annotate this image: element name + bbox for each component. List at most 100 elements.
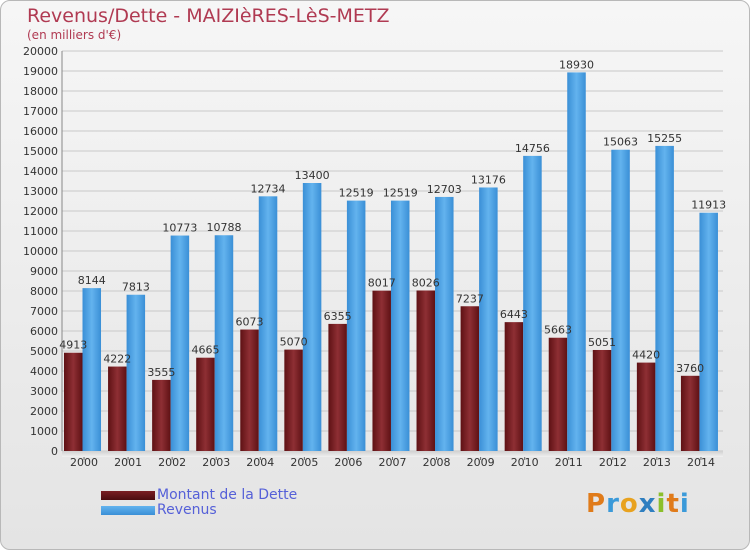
x-tick-label: 2014 <box>687 456 715 469</box>
revenue-value-label: 13400 <box>295 169 330 182</box>
x-tick-label: 2002 <box>158 456 186 469</box>
y-tick-label: 11000 <box>23 225 58 238</box>
bar-revenue-2000 <box>82 288 102 451</box>
x-tick-label: 2013 <box>643 456 671 469</box>
revenue-value-label: 10788 <box>206 221 241 234</box>
logo-letter: r <box>606 489 620 519</box>
bar-revenue-2007 <box>390 200 410 451</box>
y-tick-label: 6000 <box>30 325 58 338</box>
bar-debt-2009 <box>460 306 480 451</box>
legend-item-debt: Montant de la Dette <box>101 487 297 503</box>
x-axis-base <box>62 451 723 457</box>
debt-value-label: 8026 <box>412 276 440 289</box>
bar-debt-2006 <box>328 323 347 451</box>
x-tick-label: 2011 <box>555 456 583 469</box>
debt-value-label: 4665 <box>191 344 219 357</box>
x-tick-label: 2010 <box>511 456 539 469</box>
revenue-value-label: 12703 <box>427 183 462 196</box>
legend-swatch-debt <box>101 490 155 500</box>
logo-letter: t <box>666 489 680 519</box>
logo-letter: x <box>638 489 657 519</box>
y-tick-label: 2000 <box>30 405 58 418</box>
logo-letter: o <box>619 489 639 519</box>
y-tick-label: 12000 <box>23 205 58 218</box>
y-tick-label: 5000 <box>30 345 58 358</box>
bar-debt-2001 <box>108 366 127 451</box>
bar-debt-2000 <box>64 352 83 451</box>
proxiti-logo: Proxiti <box>586 489 690 519</box>
y-tick-label: 13000 <box>23 185 58 198</box>
bar-debt-2005 <box>284 349 303 451</box>
debt-value-label: 5070 <box>280 336 308 349</box>
x-tick-label: 2000 <box>70 456 98 469</box>
bar-debt-2012 <box>592 349 612 451</box>
revenue-value-label: 10773 <box>162 222 197 235</box>
revenue-value-label: 14756 <box>515 142 550 155</box>
x-tick-label: 2009 <box>467 456 495 469</box>
bar-revenue-2013 <box>655 145 674 451</box>
debt-value-label: 4420 <box>632 349 660 362</box>
y-tick-label: 7000 <box>30 305 58 318</box>
y-tick-label: 17000 <box>23 105 58 118</box>
revenue-value-label: 18930 <box>559 58 594 71</box>
bar-debt-2010 <box>504 322 524 451</box>
revenue-value-label: 15255 <box>647 132 682 145</box>
x-tick-label: 2012 <box>599 456 627 469</box>
y-tick-label: 4000 <box>30 365 58 378</box>
revenue-value-label: 8144 <box>78 274 106 287</box>
bar-revenue-2001 <box>126 294 146 451</box>
chart-title: Revenus/Dette - MAIZIèRES-LèS-METZ <box>27 5 390 27</box>
revenue-value-label: 12519 <box>339 187 374 200</box>
x-tick-label: 2008 <box>423 456 451 469</box>
y-tick-label: 16000 <box>23 125 58 138</box>
x-tick-label: 2001 <box>114 456 142 469</box>
logo-letter: i <box>656 489 667 519</box>
y-tick-label: 8000 <box>30 285 58 298</box>
legend-item-revenue: Revenus <box>101 502 217 518</box>
bar-revenue-2002 <box>170 235 190 451</box>
debt-value-label: 4222 <box>103 353 131 366</box>
x-tick-label: 2003 <box>202 456 230 469</box>
x-tick-label: 2004 <box>246 456 274 469</box>
revenue-value-label: 11913 <box>691 199 726 212</box>
bar-debt-2011 <box>548 337 568 451</box>
debt-value-label: 6443 <box>500 308 528 321</box>
legend-swatch-revenue <box>101 505 155 515</box>
y-tick-label: 15000 <box>23 145 58 158</box>
y-tick-label: 3000 <box>30 385 58 398</box>
debt-value-label: 4913 <box>59 339 87 352</box>
bar-revenue-2003 <box>214 235 234 451</box>
bar-revenue-2008 <box>435 196 454 451</box>
y-tick-label: 10000 <box>23 245 58 258</box>
y-tick-label: 0 <box>51 445 58 458</box>
x-tick-label: 2005 <box>290 456 318 469</box>
logo-letter: i <box>679 489 690 519</box>
x-tick-label: 2006 <box>334 456 362 469</box>
y-tick-label: 9000 <box>30 265 58 278</box>
bar-revenue-2014 <box>699 212 718 451</box>
x-tick-label: 2007 <box>379 456 407 469</box>
y-tick-label: 19000 <box>23 65 58 78</box>
bar-debt-2003 <box>196 357 215 451</box>
bar-revenue-2011 <box>567 72 586 452</box>
bar-revenue-2006 <box>346 200 366 451</box>
chart-subtitle: (en milliers d'€) <box>27 28 122 42</box>
debt-value-label: 5051 <box>588 336 616 349</box>
bar-revenue-2010 <box>523 155 542 451</box>
legend-label-revenue: Revenus <box>157 502 217 518</box>
debt-value-label: 8017 <box>368 277 396 290</box>
y-tick-label: 1000 <box>30 425 58 438</box>
bar-revenue-2009 <box>479 187 498 452</box>
debt-value-label: 7237 <box>456 292 484 305</box>
bar-revenue-2004 <box>258 196 278 451</box>
revenue-value-label: 7813 <box>122 281 150 294</box>
debt-value-label: 6073 <box>236 316 264 329</box>
bar-debt-2002 <box>152 379 171 451</box>
y-tick-label: 14000 <box>23 165 58 178</box>
debt-value-label: 6355 <box>324 310 352 323</box>
revenue-value-label: 12519 <box>383 187 418 200</box>
debt-value-label: 3760 <box>676 362 704 375</box>
y-tick-label: 20000 <box>23 45 58 58</box>
debt-value-label: 5663 <box>544 324 572 337</box>
